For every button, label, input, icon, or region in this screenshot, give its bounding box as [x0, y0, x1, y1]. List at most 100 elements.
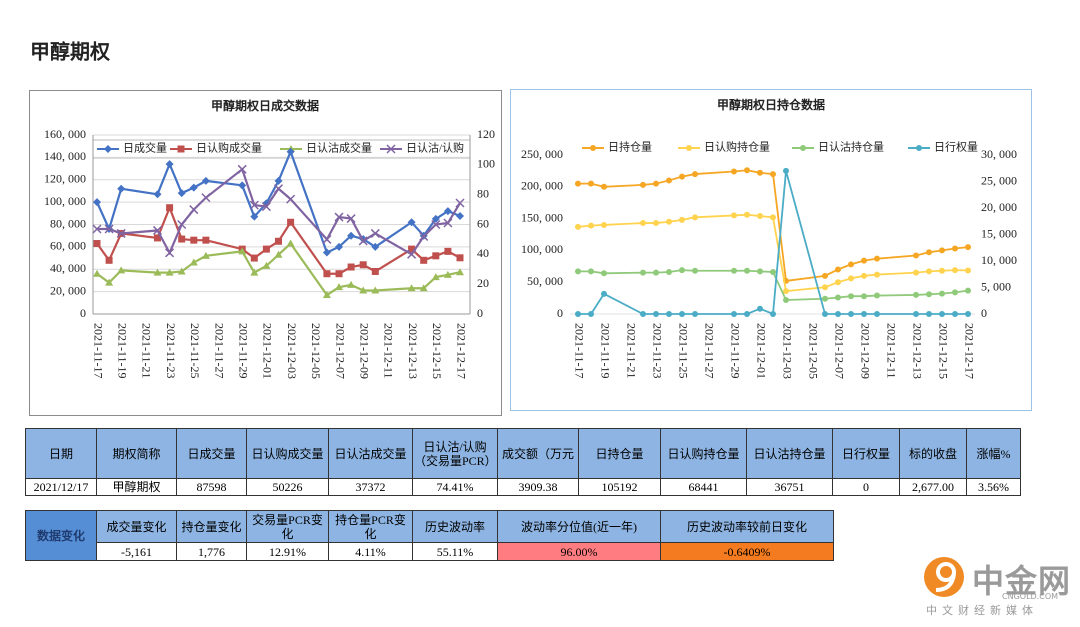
marker [686, 145, 692, 151]
chart-title: 甲醇期权日成交数据 [211, 98, 319, 113]
x-tick-label: 2021-11-29 [236, 323, 250, 379]
data-cell: 37372 [328, 478, 413, 496]
marker [575, 311, 581, 317]
marker [822, 272, 828, 279]
y-tick-label: 0 [477, 306, 483, 320]
y-tick-label: 250, 000 [521, 147, 563, 161]
data-row: -5,161 1,776 12.91% 4.11% 55.11% 96.00% -0.640… [26, 542, 834, 561]
y-tick-label: 40, 000 [50, 261, 86, 275]
header-cell: 日期 [25, 428, 97, 479]
y-tick-label: 120, 000 [44, 172, 86, 186]
marker [601, 221, 607, 228]
marker [666, 218, 672, 225]
y-tick-label: 15, 000 [981, 226, 1017, 240]
legend-label: 日认购持仓量 [704, 140, 770, 154]
y-tick-label: 140, 000 [44, 149, 86, 163]
data-cell: 36751 [746, 478, 833, 496]
marker [371, 242, 380, 251]
x-tick-label: 2021-11-29 [728, 323, 742, 379]
marker [744, 267, 750, 274]
header-cell: 日认沽/认购（交易量PCR） [412, 428, 498, 479]
marker [666, 177, 672, 184]
y-tick-label: 80, 000 [50, 216, 86, 230]
marker [770, 269, 776, 276]
x-tick-label: 2021-12-11 [884, 323, 898, 379]
x-tick-label: 2021-11-25 [676, 323, 690, 379]
marker [237, 164, 247, 174]
marker [861, 272, 867, 279]
marker [165, 268, 174, 276]
marker [653, 180, 659, 187]
x-tick-label: 2021-12-03 [780, 323, 794, 379]
marker [250, 254, 258, 262]
y-tick-label: 0 [557, 306, 563, 320]
data-cell: 2021/12/17 [25, 478, 97, 496]
y-tick-label: 40 [477, 246, 489, 260]
data-cell: 甲醇期权 [96, 478, 177, 496]
marker [653, 220, 659, 227]
x-tick-label: 2021-12-03 [285, 323, 299, 379]
marker [939, 311, 945, 317]
marker [408, 245, 416, 253]
x-tick-label: 2021-12-05 [309, 323, 323, 379]
x-tick-label: 2021-12-17 [962, 323, 976, 379]
marker [926, 249, 932, 256]
marker [835, 266, 841, 273]
marker [443, 218, 453, 228]
marker [104, 224, 114, 234]
marker [783, 288, 789, 295]
marker [420, 256, 428, 264]
marker [952, 311, 958, 317]
marker [238, 181, 247, 190]
marker [166, 204, 174, 212]
marker [262, 261, 271, 269]
marker [322, 290, 331, 298]
marker [177, 145, 185, 153]
marker [189, 258, 198, 266]
marker [189, 183, 198, 192]
y-tick-label: 200, 000 [521, 179, 563, 193]
marker [835, 311, 841, 317]
x-tick-label: 2021-12-09 [357, 323, 371, 379]
marker [848, 261, 854, 268]
marker [744, 167, 750, 174]
x-tick-label: 2021-12-09 [858, 323, 872, 379]
marker [431, 273, 440, 281]
marker [386, 144, 396, 154]
data-cell: 55.11% [412, 542, 498, 561]
marker [347, 263, 355, 271]
x-tick-label: 2021-11-27 [212, 323, 226, 379]
marker [346, 214, 356, 224]
x-tick-label: 2021-12-01 [754, 323, 768, 379]
logo-icon [936, 562, 956, 582]
logo-domain: CNGOLD.COM [1002, 592, 1059, 601]
marker [588, 268, 594, 275]
data-cell: -5,161 [96, 542, 177, 561]
marker [731, 267, 737, 274]
marker [407, 218, 416, 227]
marker [588, 222, 594, 229]
marker [588, 180, 594, 187]
marker [601, 290, 607, 297]
y-tick-label: 0 [981, 306, 987, 320]
marker [358, 236, 368, 246]
data-cell: 50226 [246, 478, 329, 496]
marker [952, 267, 958, 274]
header-cell: 持仓量变化 [176, 510, 247, 543]
x-tick-label: 2021-12-07 [333, 323, 347, 379]
header-cell: 波动率分位值(近一年) [497, 510, 661, 543]
marker [757, 305, 763, 312]
marker [249, 200, 259, 210]
marker [952, 289, 958, 296]
marker [93, 240, 101, 248]
marker [653, 311, 659, 317]
marker [431, 219, 441, 230]
marker [822, 284, 828, 291]
marker [202, 236, 210, 244]
marker [952, 245, 958, 252]
marker [347, 280, 356, 288]
marker [757, 213, 763, 220]
marker [190, 236, 198, 244]
marker [92, 224, 102, 234]
header-cell: 交易量PCR变化 [246, 510, 329, 543]
